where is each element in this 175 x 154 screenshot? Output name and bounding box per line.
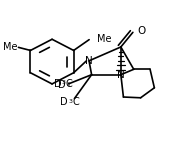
Text: Me: Me <box>3 42 18 52</box>
Text: C: C <box>66 79 73 89</box>
Text: 3: 3 <box>68 99 72 104</box>
Text: N: N <box>117 70 125 80</box>
Text: D: D <box>54 79 62 89</box>
Text: N: N <box>85 56 93 66</box>
Text: D: D <box>58 80 66 90</box>
Text: D: D <box>60 97 68 107</box>
Text: Me: Me <box>97 34 111 44</box>
Text: O: O <box>138 26 146 36</box>
Text: C: C <box>72 97 79 107</box>
Text: $_3$: $_3$ <box>66 80 71 89</box>
Text: 3: 3 <box>62 80 66 85</box>
